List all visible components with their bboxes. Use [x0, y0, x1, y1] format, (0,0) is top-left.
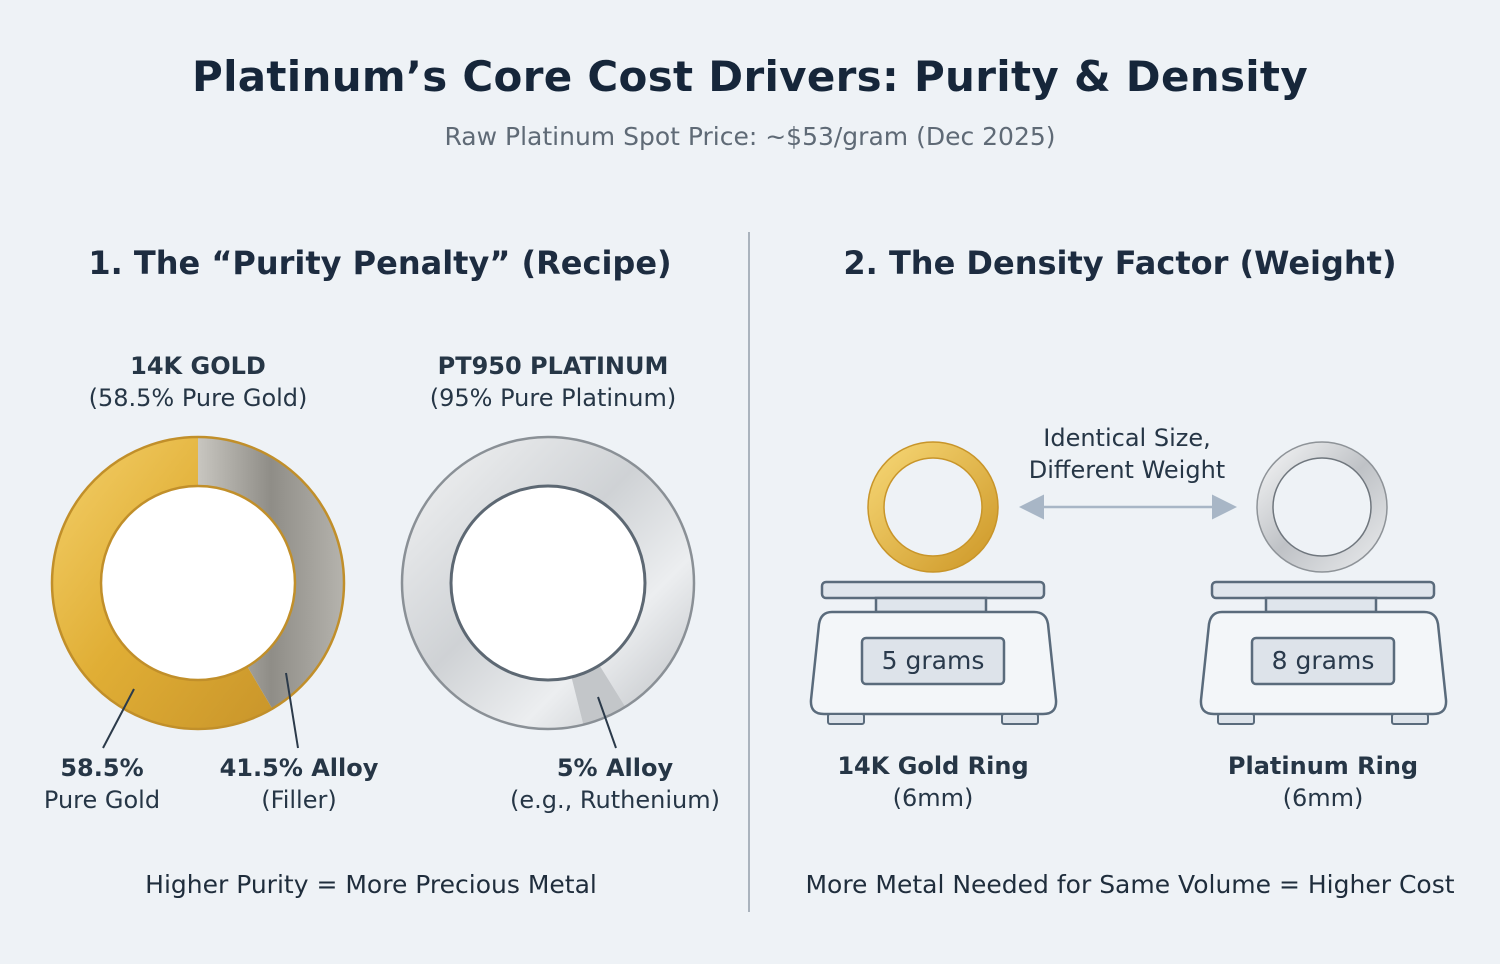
platinum-scale-reading: 8 grams [1271, 646, 1375, 675]
platinum-heading-sub: (95% Pure Platinum) [429, 384, 677, 412]
gold-ring-icon [867, 441, 999, 573]
platinum-ring-caption-title: Platinum Ring [1227, 752, 1419, 780]
platinum-alloy-label-value: 5% Alloy [556, 754, 674, 782]
platinum-alloy-label-text: (e.g., Ruthenium) [510, 786, 720, 814]
gold-heading-sub: (58.5% Pure Gold) [88, 384, 308, 412]
section-divider [748, 232, 750, 912]
platinum-pure-segment [401, 437, 694, 729]
platinum-ring-caption: Platinum Ring (6mm) [1212, 750, 1434, 814]
gold-pure-label-value: 58.5% [60, 754, 144, 782]
comparison-line-1: Identical Size, [1043, 424, 1211, 452]
gold-composition-donut [50, 435, 346, 731]
gold-ring-caption-title: 14K Gold Ring [837, 752, 1029, 780]
gold-alloy-label: 41.5% Alloy (Filler) [214, 752, 384, 816]
gold-alloy-label-value: 41.5% Alloy [219, 754, 379, 782]
gold-alloy-segment [198, 437, 344, 709]
platinum-alloy-pointer [597, 696, 617, 749]
platinum-alloy-segment [571, 665, 626, 725]
page-title: Platinum’s Core Cost Drivers: Purity & D… [192, 52, 1308, 101]
platinum-composition-donut [400, 435, 696, 731]
gold-scale-reading: 5 grams [881, 646, 985, 675]
comparison-label: Identical Size, Different Weight [1012, 422, 1242, 486]
gold-heading-title: 14K GOLD [130, 352, 266, 380]
section2-footer: More Metal Needed for Same Volume = High… [805, 870, 1455, 899]
gold-pure-pointer [102, 688, 135, 749]
gold-ring-caption: 14K Gold Ring (6mm) [822, 750, 1044, 814]
platinum-heading-title: PT950 PLATINUM [437, 352, 669, 380]
section-purity-title: 1. The “Purity Penalty” (Recipe) [88, 244, 672, 282]
page-subtitle: Raw Platinum Spot Price: ~$53/gram (Dec … [444, 122, 1056, 151]
platinum-ring-caption-size: (6mm) [1282, 784, 1364, 812]
platinum-ring-icon [1256, 441, 1388, 573]
section1-footer: Higher Purity = More Precious Metal [145, 870, 597, 899]
gold-scale [809, 580, 1058, 725]
gold-pure-segment [52, 437, 273, 730]
comparison-line-2: Different Weight [1028, 456, 1226, 484]
gold-alloy-label-text: (Filler) [261, 786, 337, 814]
gold-ring-caption-size: (6mm) [892, 784, 974, 812]
gold-alloy-pointer [285, 672, 299, 749]
gold-heading: 14K GOLD (58.5% Pure Gold) [48, 350, 348, 414]
platinum-alloy-label: 5% Alloy (e.g., Ruthenium) [505, 752, 725, 816]
section-density-title: 2. The Density Factor (Weight) [843, 244, 1397, 282]
platinum-scale [1199, 580, 1448, 725]
gold-pure-label: 58.5% Pure Gold [22, 752, 182, 816]
gold-pure-label-text: Pure Gold [43, 786, 161, 814]
platinum-heading: PT950 PLATINUM (95% Pure Platinum) [398, 350, 708, 414]
